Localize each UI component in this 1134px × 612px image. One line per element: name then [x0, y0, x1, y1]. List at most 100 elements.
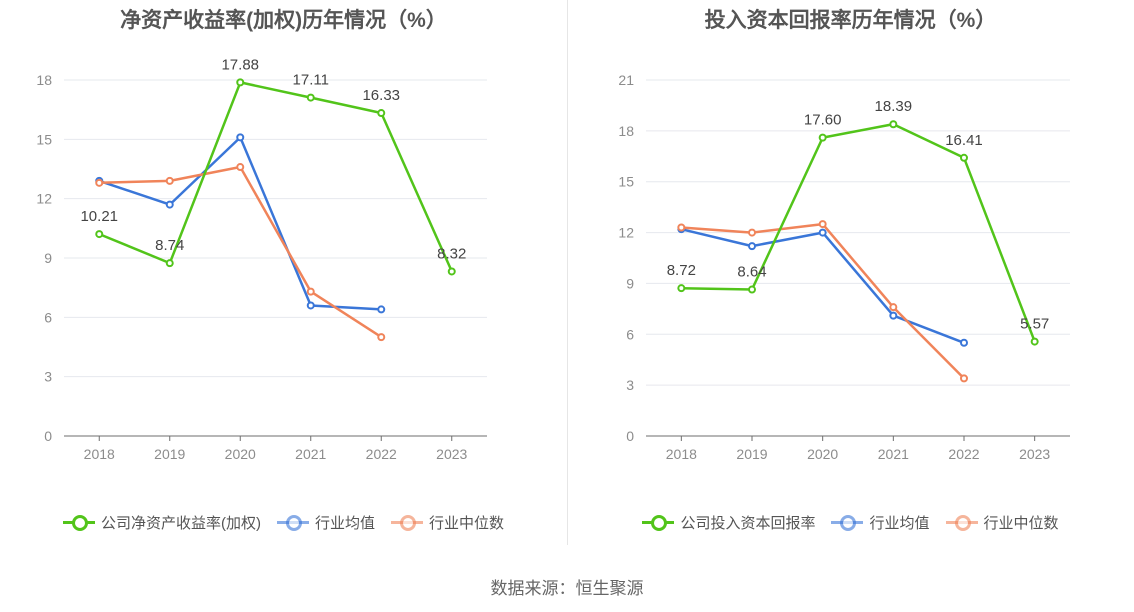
legend-label: 公司净资产收益率(加权) — [100, 514, 261, 532]
data-label: 8.72 — [667, 262, 696, 279]
series-line-0 — [98, 81, 453, 272]
data-point — [889, 311, 898, 320]
data-point — [377, 305, 386, 314]
chart-panel-roe: 净资产收益率(加权)历年情况（%） 0 3 6 9 12 15 18 2018 2019 2020… — [0, 0, 567, 560]
data-label: 5.57 — [1020, 316, 1049, 333]
data-point — [960, 338, 968, 347]
panel-divider — [567, 0, 568, 545]
y-tick-label: 12 — [618, 225, 634, 241]
legend-item[interactable]: 公司净资产收益率(加权) — [62, 512, 261, 533]
x-tick-label: 2022 — [366, 446, 397, 462]
series-line-0 — [681, 122, 1036, 343]
data-point — [95, 230, 104, 239]
data-point — [447, 267, 456, 276]
data-point — [95, 178, 104, 187]
x-tick-label: 2019 — [736, 446, 767, 462]
line-chart-roe: 0 3 6 9 12 15 18 2018 2019 2020 2021 2022 2023 10.21 8… — [36, 56, 487, 462]
data-point — [960, 374, 968, 383]
data-point — [677, 284, 686, 293]
y-tick-label: 3 — [626, 377, 634, 393]
x-tick-label: 2021 — [878, 446, 909, 462]
legend-label: 行业中位数 — [983, 514, 1059, 532]
x-tick-label: 2018 — [666, 446, 697, 462]
x-tick-label: 2018 — [84, 446, 115, 462]
y-tick-label: 6 — [626, 326, 634, 342]
data-source-note: 数据来源：恒生聚源 — [490, 579, 644, 598]
y-tick-label: 3 — [44, 369, 52, 385]
y-tick-label: 12 — [36, 191, 52, 207]
x-tick-label: 2020 — [225, 446, 256, 462]
data-point — [236, 78, 245, 87]
y-tick-label: 0 — [44, 428, 52, 444]
legend-marker-icon — [945, 514, 978, 531]
legend-item[interactable]: 行业均值 — [831, 512, 930, 533]
data-point — [306, 301, 315, 310]
x-tick-label: 2022 — [948, 446, 979, 462]
data-point — [377, 333, 386, 342]
data-label: 17.60 — [804, 112, 842, 129]
y-tick-label: 9 — [626, 275, 634, 291]
data-point — [889, 120, 898, 129]
data-point — [165, 176, 174, 185]
data-label: 10.21 — [80, 208, 118, 225]
chart-legend: 公司净资产收益率(加权) 行业均值 行业中位数 — [0, 510, 567, 534]
legend-item[interactable]: 行业中位数 — [391, 512, 504, 533]
y-tick-label: 15 — [36, 131, 52, 147]
legend-marker-icon — [831, 514, 864, 531]
data-point — [1030, 337, 1039, 346]
chart-panel-roic: 投入资本回报率历年情况（%） 0 3 6 9 12 15 18 21 2018 2019 2020 2… — [567, 0, 1134, 560]
legend-marker-icon — [642, 514, 675, 531]
series-line-2 — [681, 222, 965, 380]
y-tick-label: 9 — [44, 250, 52, 266]
data-point — [236, 133, 245, 142]
chart-title: 投入资本回报率历年情况（%） — [704, 9, 997, 32]
legend-label: 公司投入资本回报率 — [680, 514, 816, 532]
chart-legend: 公司投入资本回报率 行业均值 行业中位数 — [567, 510, 1134, 534]
data-point — [748, 285, 756, 294]
chart-title: 净资产收益率(加权)历年情况（%） — [120, 9, 447, 32]
data-point — [960, 153, 968, 162]
y-tick-label: 0 — [626, 428, 634, 444]
y-tick-label: 21 — [618, 72, 634, 88]
data-point — [165, 259, 174, 268]
legend-marker-icon — [62, 514, 95, 531]
data-point — [748, 242, 756, 251]
data-point — [818, 133, 827, 142]
legend-label: 行业均值 — [869, 514, 930, 532]
data-label: 8.32 — [437, 245, 466, 262]
legend-marker-icon — [391, 514, 423, 531]
x-tick-label: 2019 — [154, 446, 185, 462]
data-point — [306, 287, 315, 296]
legend-item[interactable]: 行业中位数 — [945, 512, 1059, 533]
data-label: 18.39 — [875, 98, 913, 115]
data-point — [889, 303, 898, 312]
data-point — [236, 163, 245, 172]
x-tick-label: 2023 — [436, 446, 467, 462]
data-point — [677, 223, 686, 232]
data-label: 17.11 — [293, 72, 329, 89]
legend-item[interactable]: 行业均值 — [276, 512, 375, 533]
data-label: 16.41 — [945, 132, 983, 149]
data-label: 8.74 — [155, 237, 184, 254]
data-label: 16.33 — [362, 87, 400, 104]
y-tick-label: 15 — [618, 174, 634, 190]
data-point — [377, 109, 386, 118]
legend-label: 行业中位数 — [429, 514, 505, 532]
data-label: 17.88 — [221, 56, 259, 73]
data-label: 8.64 — [737, 264, 766, 281]
legend-marker-icon — [276, 514, 309, 531]
legend-label: 行业均值 — [314, 514, 375, 532]
legend-item[interactable]: 公司投入资本回报率 — [642, 512, 815, 533]
line-chart-roic: 0 3 6 9 12 15 18 21 2018 2019 2020 2021 2022 2023 8.72… — [618, 72, 1070, 462]
x-tick-label: 2020 — [807, 446, 838, 462]
data-point — [165, 200, 174, 209]
data-point — [306, 93, 315, 102]
y-tick-label: 18 — [618, 123, 634, 139]
data-point — [818, 220, 827, 229]
data-point — [818, 228, 827, 237]
x-tick-label: 2021 — [295, 446, 326, 462]
x-tick-label: 2023 — [1019, 446, 1050, 462]
series-line-1 — [681, 227, 965, 344]
y-tick-label: 6 — [44, 309, 52, 325]
y-tick-label: 18 — [36, 72, 52, 88]
